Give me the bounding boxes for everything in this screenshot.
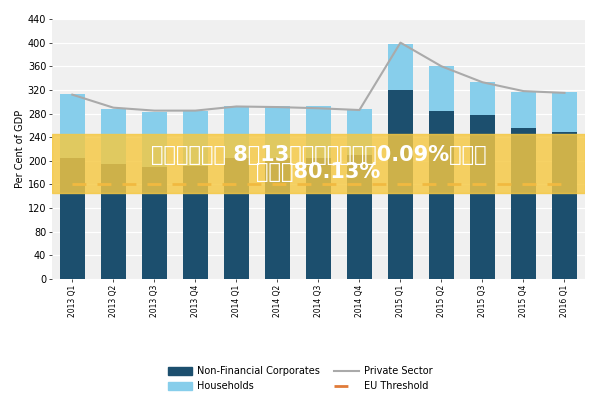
Bar — [552, 92, 577, 132]
Bar — [306, 106, 331, 158]
Bar — [142, 112, 167, 167]
Y-axis label: Per Cent of GDP: Per Cent of GDP — [15, 110, 25, 188]
Bar — [60, 94, 85, 158]
Bar — [511, 92, 536, 128]
Bar — [142, 167, 167, 279]
Bar — [388, 44, 413, 90]
Bar — [183, 166, 208, 279]
Bar — [265, 158, 290, 279]
Bar — [470, 115, 495, 279]
Legend: Non-Financial Corporates, Households, Private Sector, EU Threshold: Non-Financial Corporates, Households, Pr… — [164, 362, 436, 395]
Bar — [52, 134, 585, 193]
Bar — [470, 82, 495, 115]
Bar — [429, 66, 454, 111]
Bar — [183, 111, 208, 166]
Bar — [224, 158, 248, 279]
Bar — [101, 109, 125, 164]
Bar — [347, 155, 372, 279]
Bar — [552, 132, 577, 279]
Bar — [511, 128, 536, 279]
Bar — [306, 158, 331, 279]
Bar — [347, 109, 372, 155]
Text: 溢价率80.13%: 溢价率80.13% — [256, 162, 380, 182]
Text: 股票杠杠平台 8月13日奥佳转债下跌0.09%，转股: 股票杠杠平台 8月13日奥佳转债下跌0.09%，转股 — [151, 145, 486, 165]
Bar — [265, 106, 290, 158]
Bar — [224, 106, 248, 158]
Bar — [388, 90, 413, 279]
Bar — [429, 111, 454, 279]
Bar — [60, 158, 85, 279]
Bar — [101, 164, 125, 279]
